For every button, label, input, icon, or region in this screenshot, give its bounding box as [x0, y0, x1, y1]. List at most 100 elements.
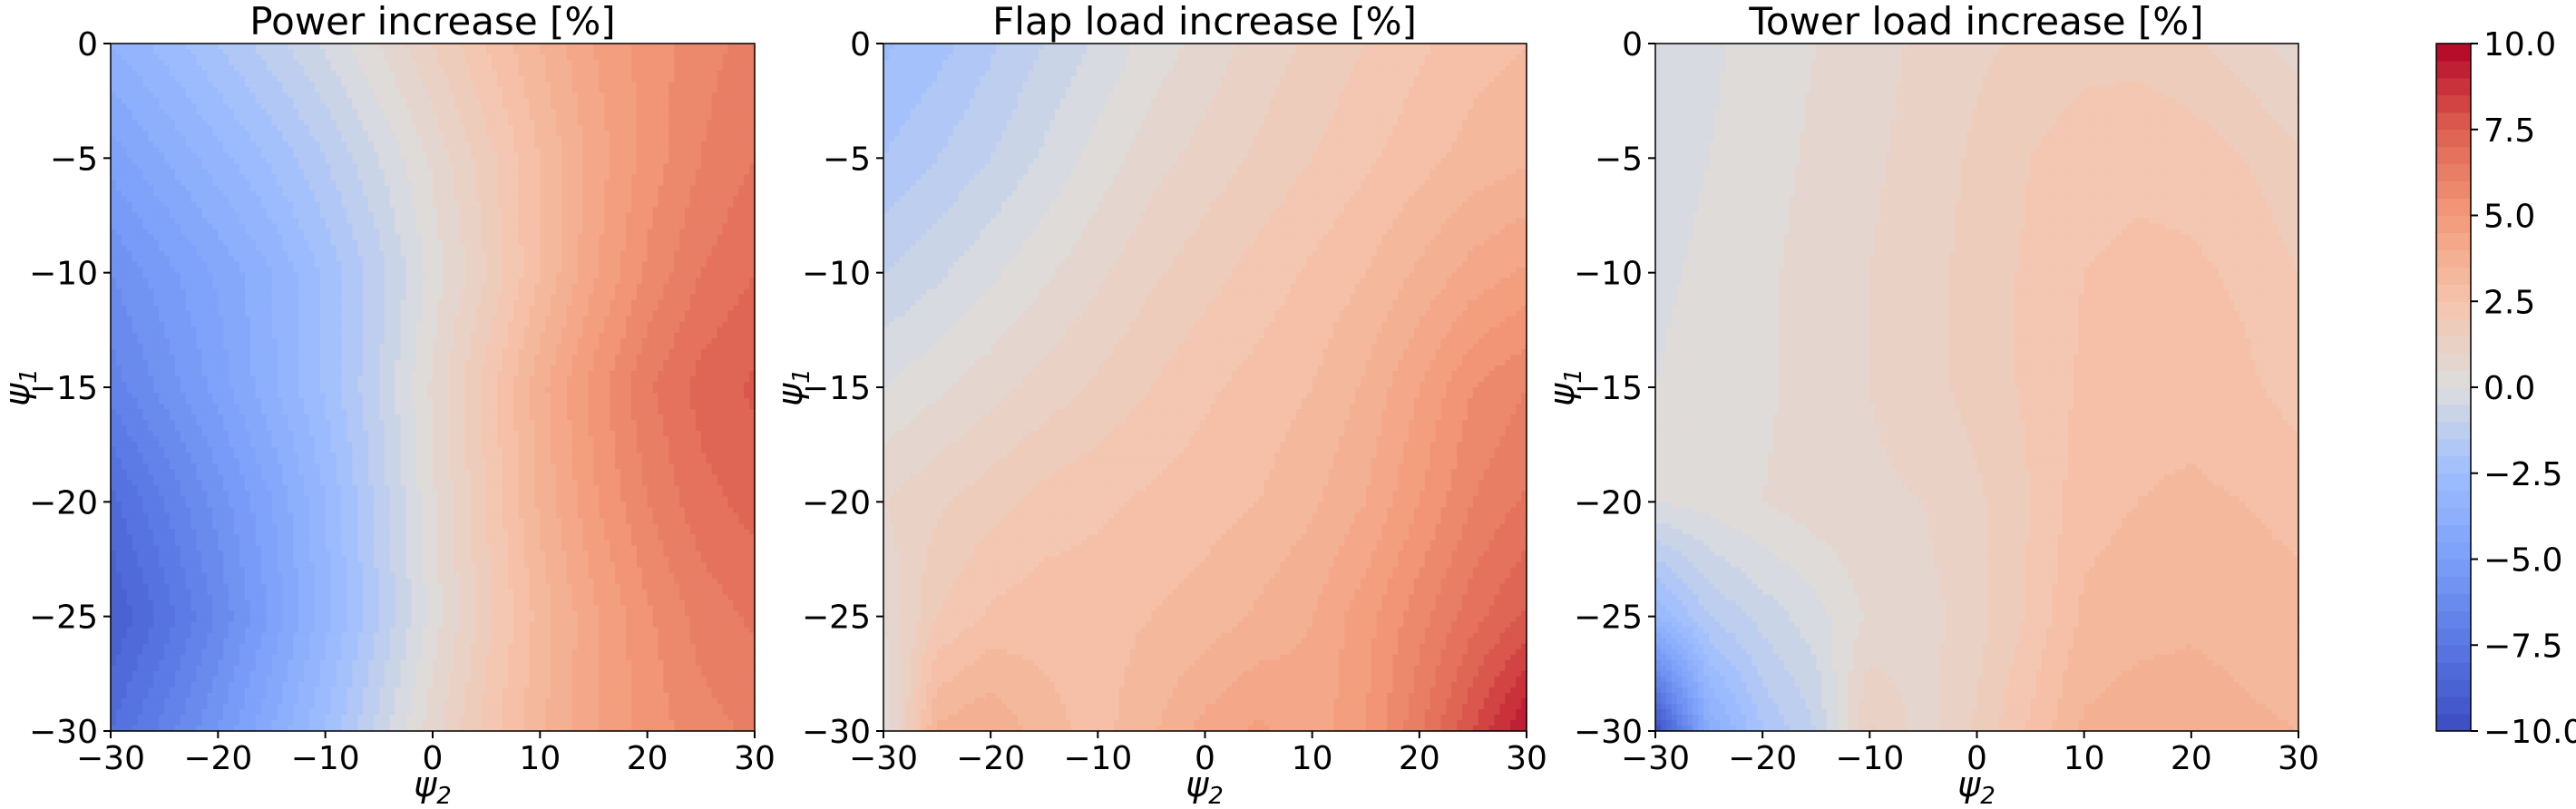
heatmap-cell [132, 109, 139, 115]
heatmap-cell [116, 54, 122, 61]
heatmap-cell [223, 235, 229, 241]
heatmap-cell [433, 240, 439, 247]
heatmap-cell [293, 174, 299, 180]
heatmap-cell [346, 268, 353, 274]
heatmap-cell [298, 158, 305, 164]
heatmap-cell [132, 65, 139, 72]
heatmap-cell [449, 93, 455, 99]
heatmap-cell [572, 109, 579, 115]
heatmap-cell [733, 141, 739, 148]
heatmap-cell [229, 87, 235, 93]
heatmap-cell [663, 152, 669, 159]
heatmap-cell [508, 141, 514, 148]
heatmap-cell [116, 207, 122, 213]
heatmap-cell [411, 131, 417, 137]
heatmap-cell [164, 219, 171, 225]
heatmap-cell [368, 54, 375, 61]
heatmap-cell [615, 76, 621, 83]
heatmap-cell [111, 158, 117, 164]
heatmap-cell [208, 65, 214, 72]
heatmap-cell [444, 235, 450, 241]
heatmap-cell [486, 185, 493, 191]
heatmap-cell [534, 93, 541, 99]
heatmap-cell [545, 141, 551, 148]
heatmap-cell [610, 60, 616, 66]
heatmap-cell [530, 207, 536, 213]
heatmap-cell [422, 158, 428, 164]
heatmap-cell [685, 158, 691, 164]
heatmap-cell [405, 163, 412, 170]
heatmap-cell [315, 147, 321, 153]
heatmap-cell [497, 136, 503, 142]
heatmap-cell [250, 71, 257, 77]
heatmap-cell [191, 98, 198, 104]
heatmap-cell [642, 262, 649, 268]
heatmap-cell [663, 169, 669, 175]
heatmap-cell [202, 125, 209, 132]
heatmap-cell [733, 103, 739, 110]
heatmap-cell [556, 158, 562, 164]
heatmap-cell [127, 201, 133, 208]
heatmap-cell [465, 65, 472, 72]
heatmap-cell [723, 93, 729, 99]
heatmap-cell [449, 201, 455, 208]
heatmap-cell [250, 131, 257, 137]
heatmap-cell [331, 224, 337, 230]
heatmap-cell [486, 147, 493, 153]
heatmap-cell [620, 82, 627, 88]
heatmap-cell [604, 251, 610, 258]
heatmap-cell [416, 98, 423, 104]
heatmap-cell [653, 251, 659, 258]
heatmap-cell [727, 190, 734, 197]
heatmap-cell [567, 196, 573, 202]
heatmap-cell [620, 114, 627, 121]
heatmap-cell [239, 71, 246, 77]
heatmap-cell [530, 185, 536, 191]
heatmap-cell [637, 120, 643, 126]
heatmap-cell [250, 251, 257, 258]
heatmap-cell [153, 201, 160, 208]
heatmap-cell [648, 71, 654, 77]
heatmap-cell [272, 98, 278, 104]
heatmap-cell [357, 224, 364, 230]
heatmap-cell [132, 147, 139, 153]
heatmap-cell [637, 152, 643, 159]
heatmap-cell [519, 109, 525, 115]
heatmap-cell [191, 131, 198, 137]
heatmap-cell [427, 268, 434, 274]
heatmap-cell [191, 229, 198, 236]
heatmap-cell [256, 103, 262, 110]
heatmap-cell [138, 180, 144, 186]
heatmap-cell [202, 262, 209, 268]
heatmap-cell [320, 103, 327, 110]
heatmap-cell [234, 229, 240, 236]
heatmap-cell [503, 224, 509, 230]
heatmap-cell [696, 103, 702, 110]
heatmap-cell [604, 246, 610, 252]
heatmap-cell [132, 246, 139, 252]
heatmap-cell [337, 212, 343, 219]
heatmap-cell [186, 207, 192, 213]
heatmap-cell [723, 185, 729, 191]
heatmap-cell [304, 141, 310, 148]
heatmap-cell [267, 65, 273, 72]
heatmap-cell [513, 174, 520, 180]
heatmap-cell [717, 87, 724, 93]
heatmap-cell [594, 114, 600, 121]
heatmap-cell [379, 262, 385, 268]
heatmap-cell [561, 190, 568, 197]
heatmap-cell [326, 235, 332, 241]
heatmap-cell [444, 246, 450, 252]
heatmap-cell [659, 87, 665, 93]
heatmap-cell [138, 251, 144, 258]
heatmap-cell [481, 82, 487, 88]
heatmap-cell [422, 49, 428, 55]
heatmap-cell [234, 44, 240, 50]
heatmap-cell [223, 82, 229, 88]
heatmap-cell [405, 87, 412, 93]
heatmap-cell [653, 54, 659, 61]
heatmap-cell [315, 240, 321, 247]
heatmap-cell [567, 87, 573, 93]
heatmap-cell [202, 44, 209, 50]
heatmap-cell [530, 76, 536, 83]
